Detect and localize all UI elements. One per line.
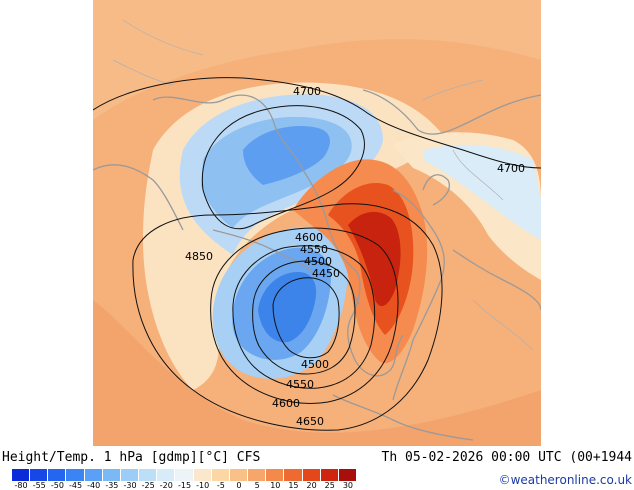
contour-label: 4650: [296, 415, 324, 428]
height-contours: [93, 77, 541, 431]
colorbar: [12, 469, 357, 481]
map-svg: 4700 4700 4850 4600 4550 4500 4450 4500 …: [93, 0, 541, 446]
contour-label: 4500: [304, 255, 332, 268]
valid-time: Th 05-02-2026 00:00 UTC (00+1944: [381, 450, 632, 465]
contour-label: 4550: [286, 378, 314, 391]
credit-link[interactable]: ©weatheronline.co.uk: [498, 473, 632, 487]
colorbar-swatch: [229, 469, 249, 481]
colorbar-swatch: [248, 469, 267, 481]
colorbar-tick-label: 30: [342, 481, 353, 490]
right-margin: [541, 0, 634, 446]
temperature-band-south: [93, 300, 541, 446]
colorbar-swatch: [66, 469, 85, 481]
colorbar-tick-label: 10: [270, 481, 281, 490]
colorbar-swatch: [157, 469, 176, 481]
colorbar-swatch: [320, 469, 339, 481]
colorbar-swatch: [48, 469, 67, 481]
colorbar-swatch: [12, 469, 31, 481]
colorbar-swatch: [193, 469, 212, 481]
left-margin: [0, 0, 93, 446]
warm-core-inner: [348, 211, 401, 307]
colorbar-tick-label: 25: [324, 481, 335, 490]
colorbar-swatch: [211, 469, 230, 481]
colorbar-tick-label: -10: [196, 481, 210, 490]
colorbar-swatch: [175, 469, 194, 481]
contour-label: 4700: [293, 85, 321, 98]
colorbar-tick-label: 15: [288, 481, 299, 490]
colorbar-tick-label: -45: [69, 481, 83, 490]
contour-label: 4500: [301, 358, 329, 371]
colorbar-swatch: [284, 469, 303, 481]
colorbar-tick-label: -5: [216, 481, 225, 490]
colorbar-ticks: -80 -55 -50 -45 -40 -35 -30 -25 -20 -15 -10 -5 0 5 10 1…: [12, 481, 357, 490]
contour-label: 4550: [300, 243, 328, 256]
cold-pool-north-core: [243, 126, 330, 185]
colorbar-tick-label: -35: [105, 481, 119, 490]
colorbar-tick-label: 5: [254, 481, 260, 490]
colorbar-tick-label: 20: [306, 481, 317, 490]
temperature-band-cool-east: [423, 144, 541, 240]
colorbar-tick-label: -25: [141, 481, 155, 490]
temperature-band-north: [93, 0, 541, 120]
colorbar-tick-label: -40: [87, 481, 101, 490]
colorbar-tick-label: -30: [123, 481, 137, 490]
colorbar-swatch: [102, 469, 121, 481]
contour-label: 4850: [185, 250, 213, 263]
contour-label: 4600: [272, 397, 300, 410]
colorbar-swatch: [84, 469, 103, 481]
map-panel[interactable]: 4700 4700 4850 4600 4550 4500 4450 4500 …: [93, 0, 541, 446]
colorbar-tick-label: -20: [159, 481, 173, 490]
colorbar-swatch: [139, 469, 158, 481]
cold-pool-south-core: [258, 272, 317, 343]
colorbar-swatch: [302, 469, 321, 481]
colorbar-swatch: [120, 469, 140, 481]
colorbar-tick-label: -80: [14, 481, 28, 490]
colorbar-swatch: [266, 469, 285, 481]
contour-label: 4600: [295, 231, 323, 244]
colorbar-swatch: [30, 469, 49, 481]
colorbar-tick-label: -55: [32, 481, 46, 490]
colorbar-tick-label: 0: [236, 481, 242, 490]
colorbar-tick-label: -15: [177, 481, 192, 490]
chart-title: Height/Temp. 1 hPa [gdmp][°C] CFS: [2, 450, 261, 465]
colorbar-tick-label: -50: [50, 481, 64, 490]
contour-label: 4450: [312, 267, 340, 280]
contour-label: 4700: [497, 162, 525, 175]
colorbar-swatch: [338, 469, 357, 481]
